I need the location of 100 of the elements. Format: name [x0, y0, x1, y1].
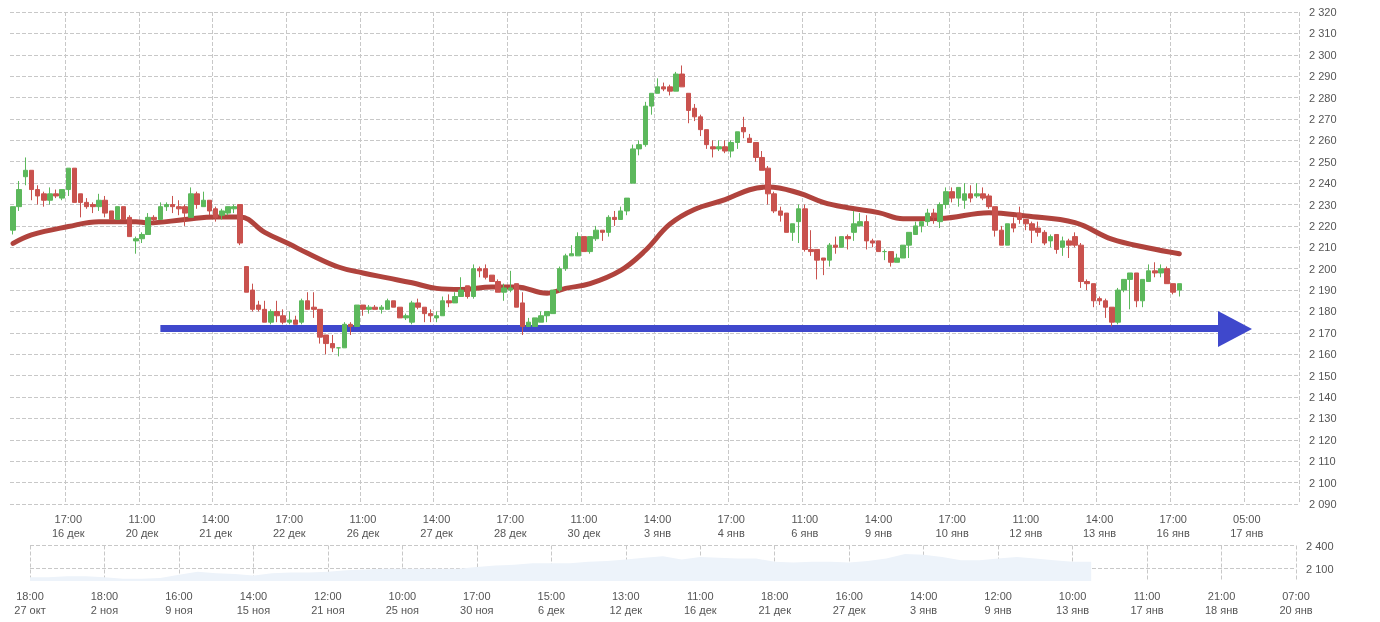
x-tick-label: 17:00 22 дек [272, 513, 306, 539]
candlestick [268, 308, 274, 325]
y-tick-label: 2 150 [1309, 369, 1337, 382]
y-tick-label: 2 240 [1309, 177, 1337, 190]
y-tick-label: 2 230 [1309, 198, 1337, 211]
candlestick [888, 251, 894, 268]
candlestick [845, 233, 851, 250]
candlestick [1158, 263, 1164, 278]
x-tick-label: 17:00 16 янв [1156, 513, 1190, 539]
x-tick-label: 12:00 21 ноя [311, 590, 345, 616]
y-tick-label: 2 260 [1309, 134, 1337, 147]
candlestick [1152, 261, 1158, 278]
y-tick-label: 2 160 [1309, 348, 1337, 361]
x-tick-label: 14:00 3 янв [909, 590, 938, 616]
candlestick [1011, 216, 1016, 233]
x-tick-label: 11:00 6 янв [791, 513, 819, 539]
candlestick [299, 298, 304, 325]
candlestick [188, 186, 194, 218]
candlestick [968, 184, 973, 203]
candlestick [47, 186, 53, 206]
x-tick-label: 11:00 26 дек [346, 513, 380, 539]
candlestick [612, 210, 617, 227]
candlestick [931, 208, 937, 225]
x-tick-label: 11:00 30 дек [567, 513, 601, 539]
y-tick-label: 2 280 [1309, 91, 1337, 104]
candlestick [606, 214, 611, 238]
y-tick-label: 2 200 [1309, 262, 1337, 275]
candlestick [839, 236, 844, 248]
x-tick-label: 15:00 6 дек [537, 590, 566, 616]
x-tick-label: 18:00 2 ноя [90, 590, 119, 616]
candlestick [710, 139, 716, 158]
candlestick [673, 71, 679, 92]
candlestick [446, 293, 452, 308]
candlestick [194, 191, 200, 210]
x-tick-label: 14:00 3 янв [643, 513, 672, 539]
x-tick-label: 10:00 25 ноя [385, 590, 420, 616]
x-tick-label: 16:00 9 ноя [165, 590, 193, 616]
candlestick [348, 321, 353, 336]
y-tick-label: 2 100 [1309, 476, 1337, 489]
candlestick [1048, 233, 1053, 248]
y-tick-label: 2 220 [1309, 219, 1337, 232]
candlestick [1054, 233, 1059, 255]
candlestick [201, 191, 206, 208]
x-tick-label: 17:00 4 янв [717, 513, 745, 539]
candlestick [1005, 223, 1010, 246]
candlestick [360, 304, 366, 317]
y-tick-label: 2 250 [1309, 155, 1337, 168]
x-tick-label: 14:00 9 янв [864, 513, 893, 539]
candlestick [354, 304, 360, 327]
x-tick-label: 14:00 27 дек [420, 513, 454, 539]
x-tick-label: 11:00 12 янв [1009, 513, 1043, 539]
candlestick [974, 182, 980, 199]
candlestick [293, 315, 298, 325]
candlestick [471, 263, 476, 300]
x-tick-label: 14:00 21 дек [199, 513, 233, 539]
candlestick [833, 236, 838, 255]
candlestick [1134, 272, 1139, 308]
candlestick [1060, 236, 1065, 257]
candlestick [882, 248, 887, 261]
candlestick [115, 206, 120, 220]
candlestick [796, 204, 801, 244]
x-tick-label: 13:00 12 дек [609, 590, 643, 616]
x-tick-label: 05:00 17 янв [1230, 513, 1264, 539]
x-tick-label: 12:00 9 янв [984, 590, 1012, 616]
y-tick-label: 2 140 [1309, 391, 1337, 404]
candlestick [949, 186, 955, 203]
x-tick-label: 07:00 20 янв [1279, 590, 1313, 616]
candlestick [366, 304, 372, 315]
candlestick [287, 310, 292, 325]
candlestick [722, 139, 728, 154]
candlestick [151, 214, 157, 223]
x-tick-label: 11:00 20 дек [125, 513, 159, 539]
y-tick-label: 2 100 [1306, 562, 1334, 575]
y-tick-label: 2 210 [1309, 241, 1337, 254]
candlestick [53, 189, 59, 199]
candlestick [741, 116, 746, 139]
x-tick-label: 18:00 21 дек [758, 590, 792, 616]
x-tick-label: 18:00 27 окт [14, 590, 46, 616]
y-tick-label: 2 190 [1309, 284, 1337, 297]
y-tick-label: 2 300 [1309, 48, 1337, 61]
x-tick-label: 14:00 15 ноя [236, 590, 271, 616]
x-tick-label: 11:00 17 янв [1130, 590, 1164, 616]
x-tick-label: 17:00 30 ноя [460, 590, 494, 616]
y-tick-label: 2 090 [1309, 498, 1337, 510]
candlestick [600, 229, 605, 242]
y-tick-label: 2 120 [1309, 433, 1337, 446]
candlestick [827, 242, 832, 268]
candlestick [581, 236, 587, 253]
x-tick-label: 17:00 28 дек [493, 513, 527, 539]
x-tick-label: 17:00 16 дек [51, 513, 85, 539]
x-tick-label: 14:00 13 янв [1082, 513, 1117, 539]
y-tick-label: 2 290 [1309, 70, 1337, 83]
y-tick-label: 2 110 [1309, 455, 1336, 468]
y-tick-label: 2 170 [1309, 326, 1337, 339]
candlestick [716, 139, 722, 152]
y-tick-label: 2 320 [1309, 6, 1337, 18]
y-tick-label: 2 270 [1309, 112, 1337, 125]
candlestick [465, 285, 470, 300]
candlestick [372, 304, 378, 310]
candlestick [1177, 283, 1182, 297]
